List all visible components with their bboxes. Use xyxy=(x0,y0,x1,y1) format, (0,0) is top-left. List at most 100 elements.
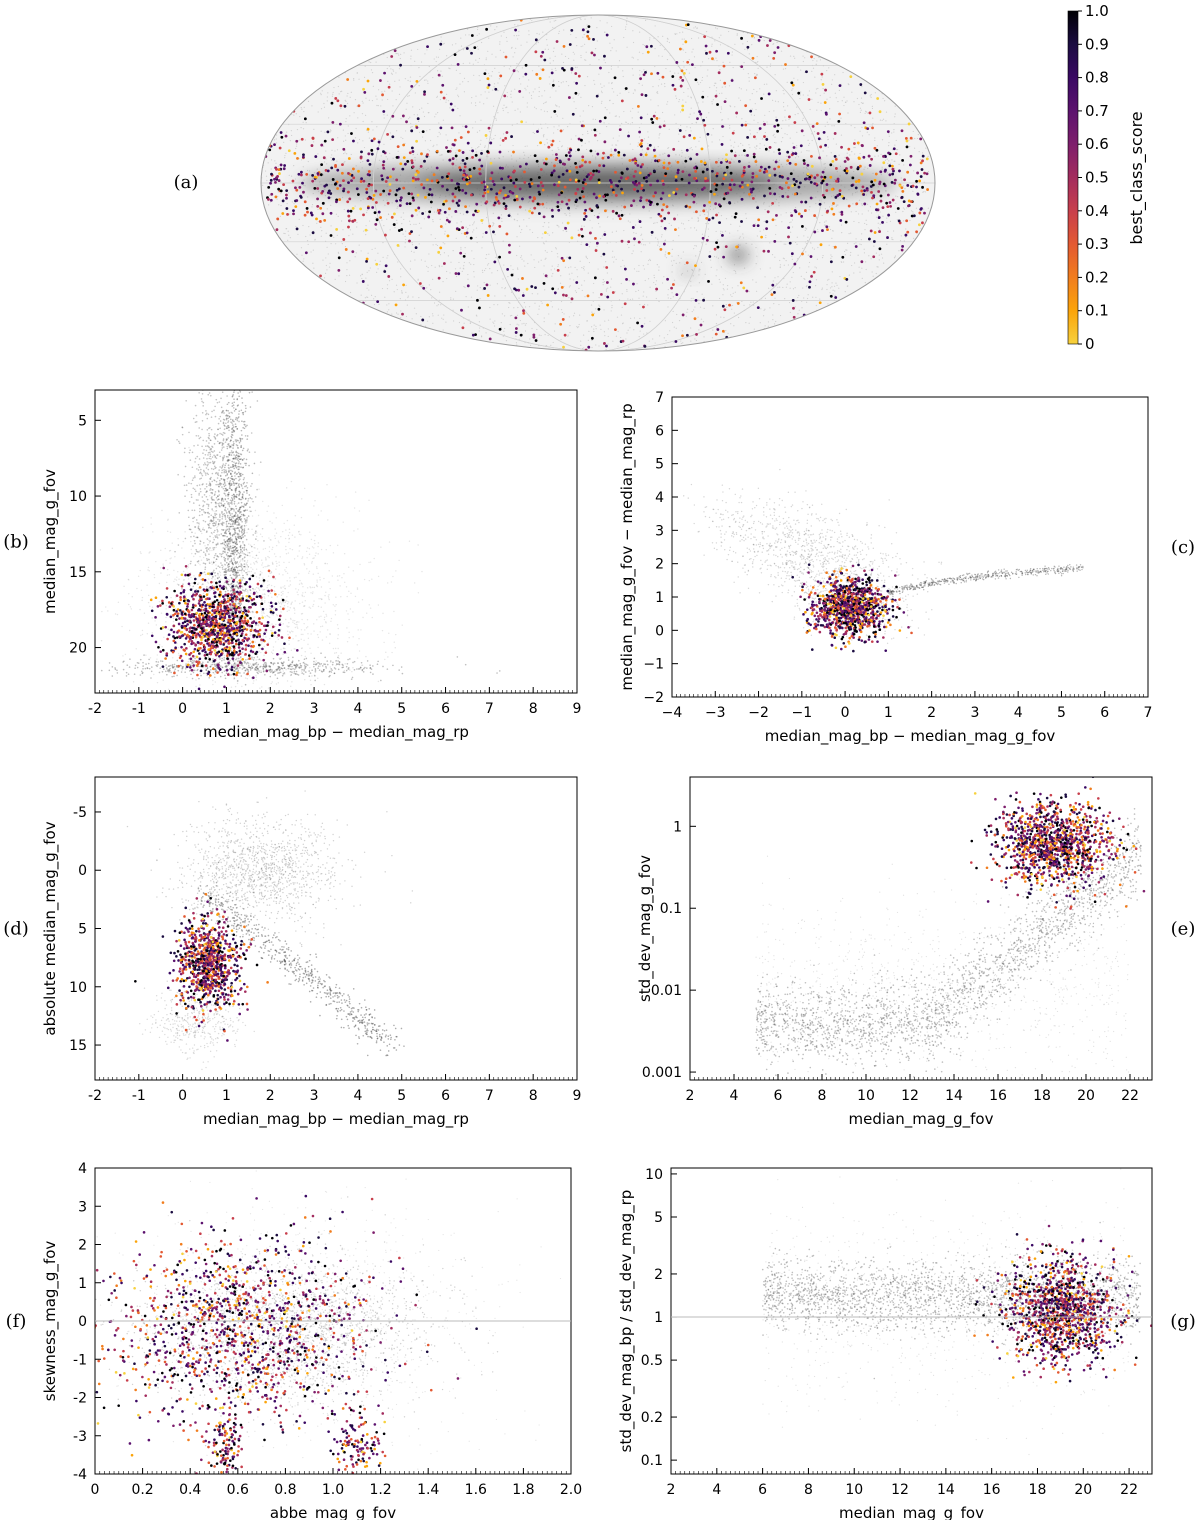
source-point xyxy=(269,178,273,182)
source-point xyxy=(198,983,201,986)
source-point xyxy=(823,195,826,199)
source-point xyxy=(224,649,228,652)
source-point xyxy=(1021,807,1024,810)
source-point xyxy=(220,650,223,653)
source-point xyxy=(302,190,305,194)
source-point xyxy=(245,599,248,602)
source-point xyxy=(221,612,224,616)
source-point xyxy=(849,626,852,630)
source-point xyxy=(1014,826,1017,830)
source-point xyxy=(636,104,640,108)
source-point xyxy=(367,170,371,173)
source-point xyxy=(184,952,187,956)
source-point xyxy=(622,153,626,157)
source-point xyxy=(226,925,230,928)
source-point xyxy=(793,192,797,196)
source-point xyxy=(216,633,220,637)
source-point xyxy=(199,957,202,961)
source-point xyxy=(507,214,511,217)
source-point xyxy=(872,194,876,198)
source-point xyxy=(618,179,621,183)
source-point xyxy=(460,308,463,312)
source-point xyxy=(606,193,609,197)
source-point xyxy=(179,998,182,1002)
density-background xyxy=(99,390,501,693)
source-point xyxy=(428,187,432,191)
source-point xyxy=(198,618,202,621)
source-point xyxy=(871,593,875,596)
source-point xyxy=(233,604,236,608)
source-point xyxy=(203,600,206,604)
source-point xyxy=(872,631,875,634)
source-point xyxy=(852,592,856,596)
source-point xyxy=(715,49,718,53)
source-point xyxy=(186,665,189,669)
source-point xyxy=(445,188,449,192)
source-point xyxy=(792,177,796,181)
source-point xyxy=(766,44,769,47)
source-point xyxy=(849,605,853,609)
source-point xyxy=(818,594,822,598)
source-point xyxy=(1025,853,1028,856)
source-point xyxy=(1001,812,1005,816)
source-point xyxy=(238,629,242,632)
source-point xyxy=(196,952,200,956)
source-point xyxy=(854,583,857,587)
source-point xyxy=(696,117,699,121)
source-point xyxy=(865,583,869,587)
source-point xyxy=(508,250,511,254)
source-point xyxy=(1022,863,1025,867)
source-point xyxy=(770,293,774,297)
source-point xyxy=(887,213,891,217)
source-point xyxy=(217,934,221,937)
source-point xyxy=(216,651,219,654)
source-point xyxy=(790,81,794,85)
source-point xyxy=(640,184,644,187)
source-point xyxy=(887,151,891,155)
source-point xyxy=(282,607,285,611)
source-point xyxy=(285,207,289,210)
colored-sources xyxy=(134,892,269,1042)
source-point xyxy=(581,158,585,162)
source-point xyxy=(503,94,507,98)
source-point xyxy=(879,611,883,614)
source-point xyxy=(347,219,351,223)
source-point xyxy=(220,586,224,590)
source-point xyxy=(884,625,888,629)
source-point xyxy=(195,897,199,900)
source-point xyxy=(187,619,191,623)
source-point xyxy=(203,578,207,582)
source-point xyxy=(870,191,873,194)
source-point xyxy=(415,79,419,83)
source-point xyxy=(771,218,775,222)
source-point xyxy=(805,177,808,181)
source-point xyxy=(804,200,808,204)
source-point xyxy=(279,131,283,134)
source-point xyxy=(238,581,242,585)
source-point xyxy=(478,167,482,171)
source-point xyxy=(488,337,492,341)
source-point xyxy=(589,231,592,235)
source-point xyxy=(223,910,227,914)
source-point xyxy=(1084,868,1088,871)
source-point xyxy=(537,176,541,179)
source-point xyxy=(803,598,806,601)
source-point xyxy=(556,268,560,272)
source-point xyxy=(702,118,706,122)
source-point xyxy=(807,563,811,566)
source-point xyxy=(451,108,455,112)
source-point xyxy=(178,967,182,971)
source-point xyxy=(439,42,443,46)
source-point xyxy=(190,924,194,928)
source-point xyxy=(453,138,457,142)
source-point xyxy=(182,999,185,1002)
source-point xyxy=(809,623,812,627)
source-point xyxy=(1000,847,1004,851)
source-point xyxy=(527,182,531,186)
source-point xyxy=(812,608,816,611)
source-point xyxy=(183,617,187,620)
source-point xyxy=(695,153,699,156)
source-point xyxy=(592,169,596,173)
source-point xyxy=(541,50,545,54)
source-point xyxy=(236,992,240,996)
